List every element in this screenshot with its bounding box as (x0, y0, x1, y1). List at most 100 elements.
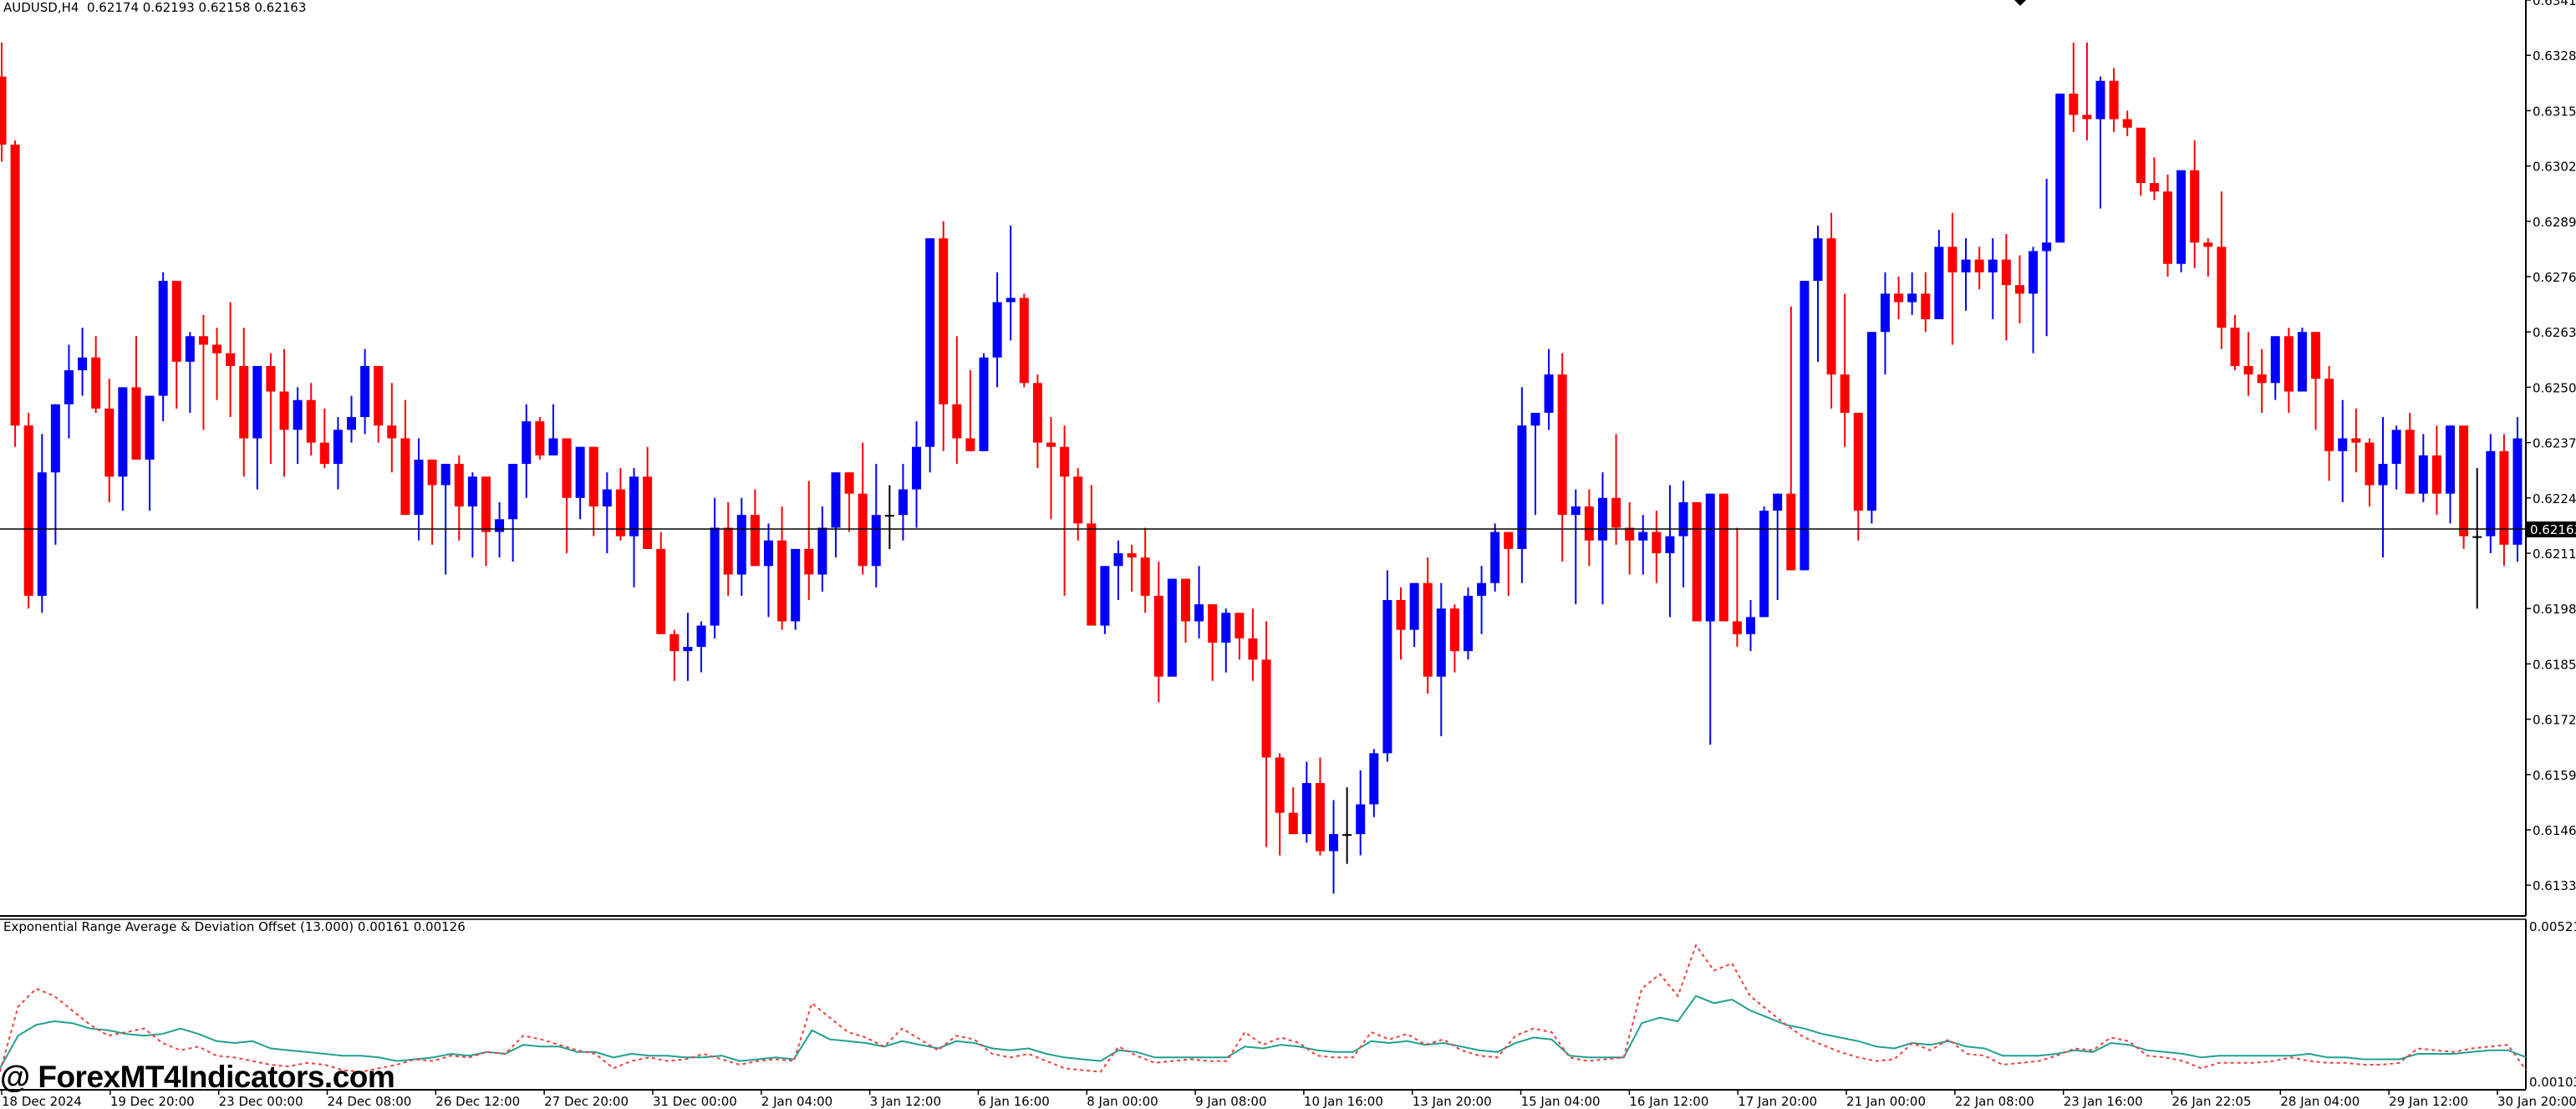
candle (925, 238, 935, 473)
candle (2297, 328, 2307, 392)
candle (1974, 247, 1984, 290)
candle (844, 472, 854, 532)
candle (50, 404, 60, 545)
candle (1665, 485, 1675, 618)
time-tick-label: 3 Jan 12:00 (870, 1094, 941, 1109)
candle (481, 476, 491, 567)
candle (2365, 438, 2375, 506)
candle (683, 613, 693, 681)
candle (1208, 604, 1218, 681)
candle (1248, 608, 1258, 681)
candle (171, 281, 181, 409)
candle (871, 464, 881, 588)
candle (427, 459, 437, 545)
candle (1853, 412, 1863, 541)
candle (2405, 412, 2415, 494)
candle (2512, 417, 2523, 562)
candle (2338, 399, 2348, 502)
candle (2283, 328, 2293, 413)
time-tick-label: 29 Jan 12:00 (2389, 1094, 2468, 1109)
candle (1597, 472, 1607, 605)
candle (817, 506, 827, 592)
candle (1382, 570, 1392, 762)
candle (1773, 493, 1783, 601)
time-tick-label: 23 Jan 16:00 (2064, 1094, 2143, 1109)
candle (1490, 523, 1500, 592)
candle (710, 497, 720, 638)
candle (1840, 293, 1850, 447)
candle (1235, 613, 1245, 660)
candle (696, 621, 706, 673)
candle (2391, 425, 2401, 490)
candle (575, 446, 585, 520)
candle (1221, 608, 1231, 673)
candle (1167, 578, 1177, 677)
candle (1746, 600, 1756, 652)
time-axis: 18 Dec 2024 19 Dec 20:00 23 Dec 00:00 24 De… (1, 1090, 2576, 1109)
candle (2230, 314, 2240, 371)
candle (1477, 566, 1487, 634)
candle (1732, 527, 1742, 648)
candle (1019, 293, 1029, 388)
current-price-badge (2527, 521, 2576, 537)
candle (2243, 332, 2253, 396)
time-tick-label: 10 Jan 16:00 (1304, 1094, 1383, 1109)
candle (791, 548, 801, 630)
candle (1921, 272, 1931, 333)
candle (239, 328, 249, 477)
candle (1894, 277, 1904, 319)
time-tick-label: 18 Dec 2024 (2, 1094, 82, 1109)
candle (185, 332, 195, 413)
candle (104, 379, 115, 502)
candle (2486, 434, 2496, 553)
time-tick-label: 2 Jan 04:00 (761, 1094, 832, 1109)
candle (2055, 94, 2065, 243)
candle (2203, 238, 2213, 277)
candle (2472, 468, 2482, 609)
candle (91, 336, 101, 413)
time-tick-label: 15 Jan 04:00 (1521, 1094, 1601, 1109)
candle (1436, 582, 1446, 736)
time-tick-label: 26 Jan 22:05 (2172, 1094, 2252, 1109)
candle (306, 383, 316, 455)
candle (467, 472, 477, 558)
candle (1517, 387, 1527, 583)
candle (1005, 225, 1016, 341)
candle (10, 140, 20, 447)
candle (2082, 42, 2092, 141)
candle (2069, 42, 2079, 132)
candle (212, 328, 222, 400)
candle (252, 365, 262, 490)
time-tick-label: 8 Jan 00:00 (1087, 1094, 1158, 1109)
chart-title: AUDUSD,H4 0.62174 0.62193 0.62158 0.6216… (3, 0, 307, 15)
candle (1060, 425, 1070, 596)
candle (1813, 225, 1823, 362)
candle (64, 344, 74, 439)
candle (2095, 76, 2105, 209)
candle (2499, 434, 2509, 567)
candle (1880, 272, 1890, 375)
time-tick-label: 17 Jan 20:00 (1738, 1094, 1817, 1109)
time-tick-label: 19 Dec 20:00 (110, 1094, 195, 1109)
candle (2257, 348, 2267, 413)
deviation-offset-line (0, 943, 2527, 1073)
candle (629, 468, 639, 588)
candle (2136, 127, 2146, 196)
candle (1329, 800, 1339, 894)
candle (508, 464, 518, 562)
candle (266, 353, 276, 465)
candle (1288, 787, 1298, 835)
candle (2109, 68, 2119, 132)
candle (2162, 174, 2172, 277)
candle (522, 404, 532, 498)
candle (1584, 489, 1594, 567)
candle (2351, 408, 2361, 473)
candle (360, 348, 370, 435)
